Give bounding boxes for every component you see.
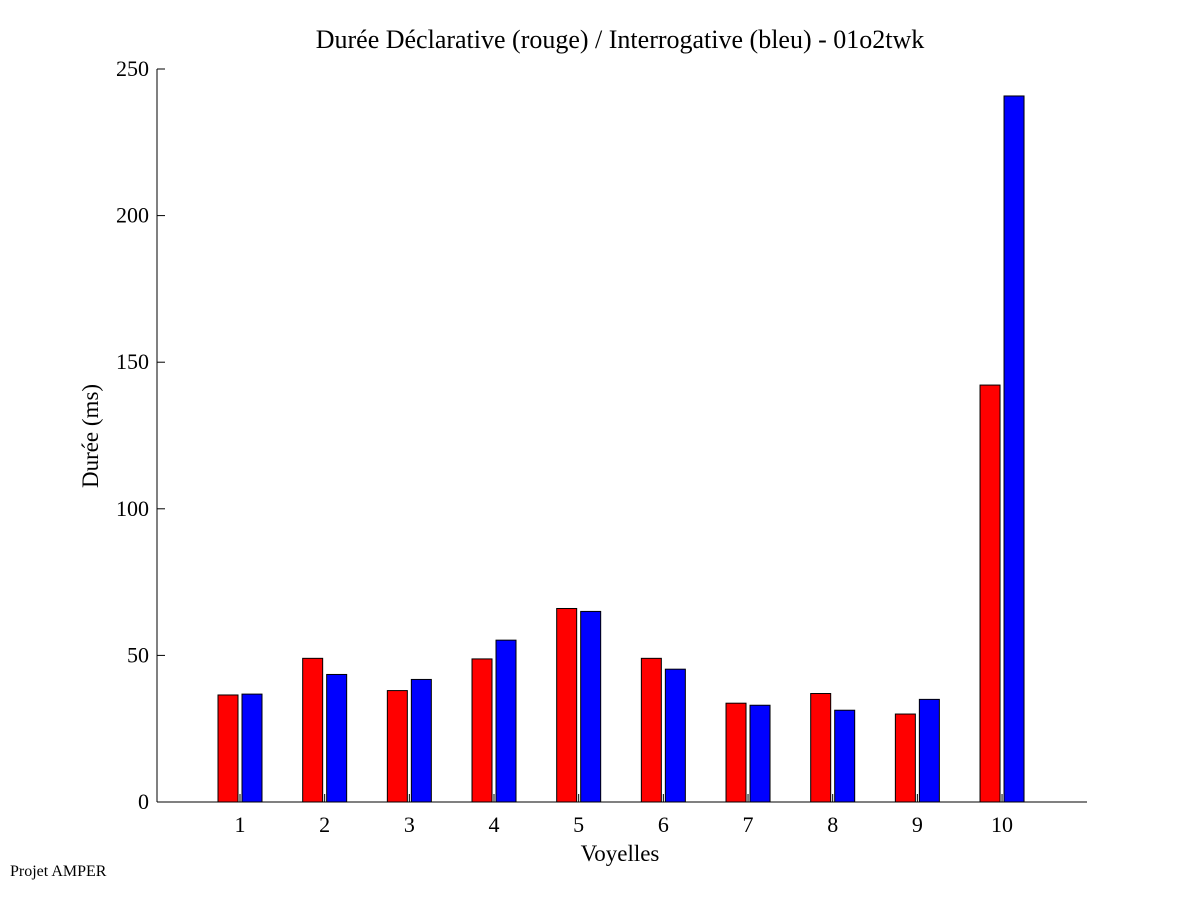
x-tick-label-6: 6 (658, 812, 669, 837)
x-tick-label-2: 2 (319, 812, 330, 837)
bar-red-10 (979, 384, 1001, 803)
bar-red-1 (217, 694, 239, 803)
y-tick-label-100: 100 (116, 496, 149, 521)
bar-blue-6 (664, 668, 686, 803)
y-tick-label-250: 250 (116, 56, 149, 81)
x-tick-label-10: 10 (991, 812, 1013, 837)
x-tick-label-4: 4 (489, 812, 500, 837)
bar-blue-8 (834, 709, 856, 803)
bar-blue-7 (749, 704, 771, 803)
bar-blue-3 (410, 678, 432, 803)
axes-layer (156, 69, 1087, 803)
bar-red-9 (894, 713, 916, 803)
footer-credit: Projet AMPER (10, 863, 107, 880)
bar-blue-1 (241, 693, 263, 803)
bar-red-3 (386, 690, 408, 803)
y-tick-label-0: 0 (138, 789, 149, 814)
x-tick-label-1: 1 (235, 812, 246, 837)
bar-red-6 (640, 657, 662, 803)
x-tick-label-8: 8 (827, 812, 838, 837)
bar-red-8 (810, 693, 832, 803)
bar-red-4 (471, 658, 493, 803)
bars-layer (217, 95, 1025, 803)
bar-blue-2 (326, 673, 348, 803)
y-axis-label: Durée (ms) (78, 384, 103, 488)
x-tick-label-5: 5 (573, 812, 584, 837)
x-ticks: 1 2 3 4 5 6 7 8 9 10 (235, 794, 1013, 837)
x-tick-label-3: 3 (404, 812, 415, 837)
bar-blue-4 (495, 639, 517, 803)
bar-blue-5 (580, 610, 602, 803)
x-tick-label-7: 7 (743, 812, 754, 837)
x-axis-label: Voyelles (581, 841, 660, 866)
y-tick-label-50: 50 (127, 642, 149, 667)
bar-blue-9 (918, 698, 940, 803)
bar-red-2 (302, 657, 324, 803)
chart-title: Durée Déclarative (rouge) / Interrogativ… (316, 25, 925, 54)
y-tick-label-200: 200 (116, 203, 149, 228)
y-tick-label-150: 150 (116, 349, 149, 374)
bar-blue-10 (1003, 95, 1025, 803)
bar-red-7 (725, 702, 747, 803)
x-tick-label-9: 9 (912, 812, 923, 837)
bar-red-5 (556, 607, 578, 803)
y-ticks: 0 50 100 150 200 250 (116, 56, 165, 814)
